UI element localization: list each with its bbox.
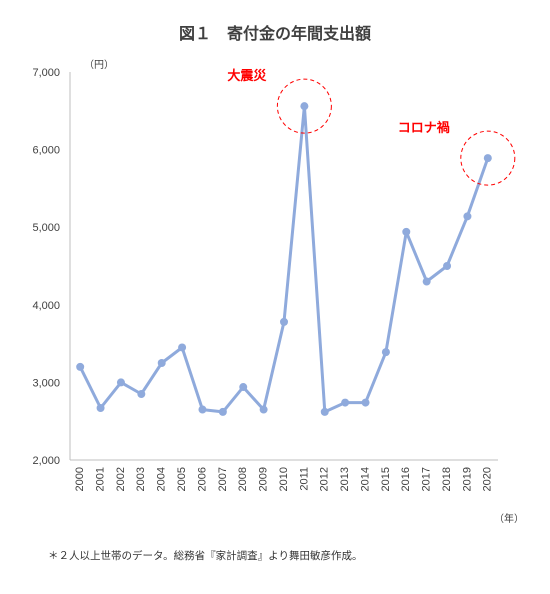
data-point bbox=[116, 378, 125, 387]
x-tick-label: 2003 bbox=[135, 467, 147, 491]
x-tick-label: 2011 bbox=[298, 467, 310, 491]
x-tick-label: 2001 bbox=[94, 467, 106, 491]
x-tick-labels: 2000 2001 2002 2003 2004 2005 2006 2007 2008 2009… bbox=[74, 467, 494, 491]
x-tick-label: 2004 bbox=[156, 467, 168, 491]
data-point bbox=[76, 362, 85, 371]
x-tick-label: 2007 bbox=[217, 467, 229, 491]
x-tick-label: 2006 bbox=[196, 467, 208, 491]
x-tick-label: 2017 bbox=[421, 467, 433, 491]
data-point bbox=[157, 359, 166, 367]
data-point bbox=[96, 404, 105, 413]
data-point bbox=[239, 383, 248, 392]
data-point bbox=[341, 398, 350, 407]
y-tick-labels: 2,000 3,000 4,000 5,000 6,000 7,000 bbox=[32, 67, 60, 467]
y-tick-label: 7,000 bbox=[32, 67, 60, 79]
y-axis-unit: （円） bbox=[84, 59, 114, 71]
x-tick-label: 2010 bbox=[278, 467, 290, 491]
data-point bbox=[422, 277, 431, 286]
data-point bbox=[483, 154, 492, 163]
data-points bbox=[76, 102, 492, 416]
x-tick-label: 2013 bbox=[339, 467, 351, 491]
x-tick-label: 2016 bbox=[400, 467, 412, 491]
data-point bbox=[218, 407, 227, 416]
data-point bbox=[381, 348, 390, 357]
x-tick-label: 2000 bbox=[74, 467, 86, 491]
data-point bbox=[300, 102, 309, 111]
data-point bbox=[137, 390, 146, 399]
data-point bbox=[178, 343, 187, 352]
x-tick-label: 2020 bbox=[482, 467, 494, 491]
x-tick-label: 2008 bbox=[237, 467, 249, 491]
y-tick-label: 5,000 bbox=[32, 222, 60, 234]
x-tick-label: 2015 bbox=[380, 467, 392, 491]
data-point bbox=[259, 405, 268, 414]
y-tick-label: 3,000 bbox=[32, 377, 60, 389]
highlight-circle bbox=[276, 78, 332, 134]
x-tick-label: 2012 bbox=[319, 467, 331, 491]
x-tick-label: 2005 bbox=[176, 467, 188, 491]
x-axis-unit: （年） bbox=[494, 512, 524, 525]
y-tick-label: 6,000 bbox=[32, 145, 60, 157]
data-point bbox=[198, 405, 207, 414]
data-point bbox=[320, 407, 329, 416]
x-tick-label: 2002 bbox=[115, 467, 127, 491]
x-tick-label: 2009 bbox=[258, 467, 270, 491]
y-tick-label: 2,000 bbox=[32, 455, 60, 467]
series-line bbox=[78, 104, 490, 414]
data-point bbox=[361, 398, 370, 407]
annotation-label: コロナ禍 bbox=[398, 120, 450, 136]
data-point bbox=[443, 262, 452, 270]
data-point bbox=[402, 227, 411, 236]
data-point bbox=[463, 212, 472, 221]
data-point bbox=[280, 317, 288, 326]
highlight-circle bbox=[460, 130, 516, 186]
x-tick-label: 2018 bbox=[441, 467, 453, 491]
y-tick-label: 4,000 bbox=[32, 300, 60, 312]
footnote: ＊２人以上世帯のデータ。総務省『家計調査』より舞田敏彦作成。 bbox=[48, 550, 363, 562]
x-tick-label: 2014 bbox=[359, 467, 371, 491]
x-tick-label: 2019 bbox=[461, 467, 473, 491]
chart-title: 図１ 寄付金の年間支出額 bbox=[179, 24, 371, 43]
annotation-label: 大震災 bbox=[227, 68, 267, 84]
